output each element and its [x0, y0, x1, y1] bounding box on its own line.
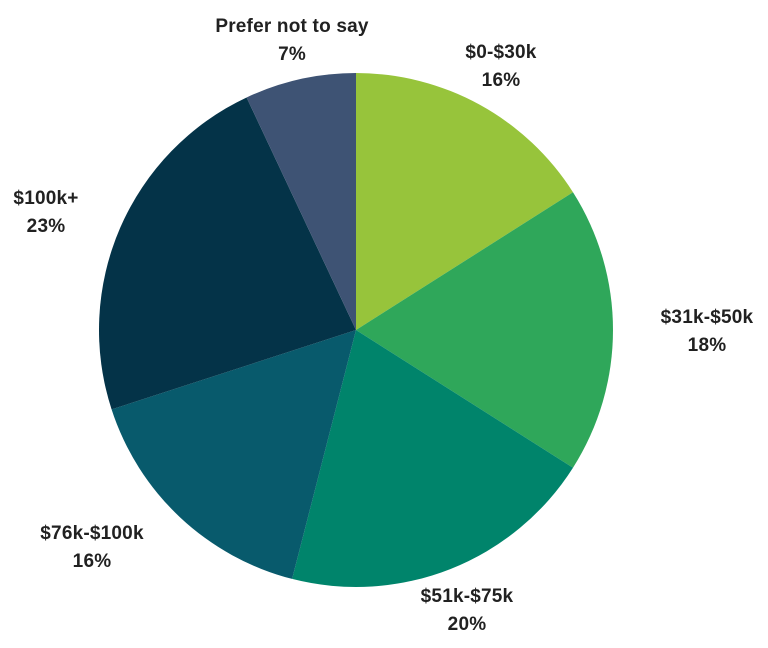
slice-label-0-30k: $0-$30k 16% — [465, 39, 536, 95]
slice-label-76k-100k-text: $76k-$100k — [40, 523, 144, 544]
slice-label-prefer-not-to-say-text: Prefer not to say — [215, 16, 369, 37]
slice-label-51k-75k-text: $51k-$75k — [420, 586, 514, 607]
slice-label-31k-50k-percent: 18% — [687, 335, 727, 356]
slice-label-51k-75k-percent: 20% — [447, 614, 487, 635]
slice-label-100k-plus: $100k+ 23% — [13, 185, 78, 241]
slice-label-100k-plus-text: $100k+ — [13, 188, 79, 209]
pie-slice-31k-50k — [356, 192, 613, 468]
slice-label-76k-100k-percent: 16% — [72, 551, 112, 572]
pie-slice-prefer-not-to-say — [246, 73, 356, 330]
slice-label-31k-50k-text: $31k-$50k — [660, 307, 754, 328]
slice-label-51k-75k: $51k-$75k 20% — [421, 583, 514, 639]
pie-slice-51k-75k — [292, 330, 573, 588]
pie-slice-76k-100k — [111, 330, 356, 579]
slice-label-31k-50k: $31k-$50k 18% — [661, 304, 754, 360]
slice-label-0-30k-text: $0-$30k — [465, 42, 537, 63]
slice-label-prefer-not-to-say: Prefer not to say 7% — [215, 13, 368, 69]
slice-label-76k-100k: $76k-$100k 16% — [40, 520, 143, 576]
slice-label-0-30k-percent: 16% — [481, 70, 521, 91]
slice-label-100k-plus-percent: 23% — [26, 216, 66, 237]
pie-slice-0-30k — [356, 73, 573, 330]
slice-label-prefer-not-to-say-percent: 7% — [278, 44, 306, 65]
pie-slice-100k — [99, 97, 356, 410]
